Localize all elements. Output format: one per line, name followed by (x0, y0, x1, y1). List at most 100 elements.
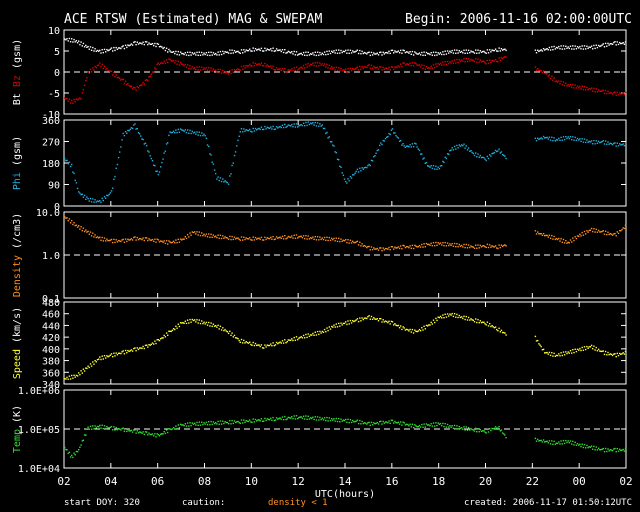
data-point (465, 426, 467, 428)
data-point (116, 429, 119, 431)
data-point (470, 50, 472, 52)
data-point (253, 421, 256, 423)
data-point (389, 69, 391, 71)
data-point (431, 323, 433, 325)
data-point (78, 191, 80, 193)
data-point (312, 332, 314, 335)
data-point (619, 143, 621, 145)
data-point (202, 322, 204, 325)
data-point (359, 317, 361, 319)
data-point (338, 49, 340, 51)
data-point (76, 42, 79, 44)
data-point (465, 315, 467, 318)
data-point (83, 230, 86, 233)
data-point (483, 245, 485, 247)
data-point (623, 353, 626, 355)
data-point (212, 163, 215, 165)
data-point (209, 70, 211, 72)
data-point (164, 336, 167, 338)
data-point (441, 165, 443, 167)
data-point (548, 440, 551, 442)
data-point (607, 351, 609, 354)
data-point (65, 98, 67, 100)
data-point (489, 49, 491, 51)
data-point (572, 83, 574, 86)
data-point (596, 231, 599, 233)
data-point (349, 319, 352, 322)
data-point (117, 352, 120, 354)
data-point (347, 67, 349, 70)
data-point (400, 139, 402, 142)
data-point (402, 326, 404, 328)
data-point (359, 241, 361, 243)
data-point (148, 151, 150, 153)
data-point (243, 65, 245, 67)
data-point (323, 417, 326, 419)
data-point (85, 367, 87, 369)
data-point (127, 238, 129, 240)
data-point (93, 363, 95, 365)
data-point (246, 238, 249, 240)
data-point (357, 171, 360, 173)
data-point (334, 240, 336, 242)
data-point (103, 237, 106, 239)
data-point (204, 68, 206, 70)
data-point (81, 92, 83, 94)
data-point (448, 52, 450, 54)
data-point (418, 424, 421, 427)
data-point (477, 244, 479, 246)
data-point (297, 69, 299, 71)
data-point (265, 419, 267, 422)
data-point (68, 161, 71, 163)
data-point (102, 67, 104, 70)
data-point (336, 420, 339, 423)
data-point (343, 69, 346, 71)
data-point (614, 41, 616, 43)
data-point (156, 238, 158, 240)
data-point (377, 320, 380, 322)
data-point (480, 321, 483, 324)
data-point (333, 324, 335, 326)
data-point (412, 54, 415, 56)
data-point (134, 347, 136, 349)
data-point (542, 48, 545, 50)
data-point (243, 419, 245, 421)
data-point (157, 434, 160, 436)
data-point (450, 51, 452, 54)
data-point (319, 51, 321, 54)
data-point (370, 51, 373, 54)
data-point (386, 421, 388, 423)
data-point (226, 72, 229, 74)
data-point (609, 353, 611, 355)
data-point (499, 331, 501, 333)
data-point (198, 131, 200, 133)
data-point (583, 86, 586, 88)
data-point (331, 66, 333, 68)
data-point (352, 67, 354, 70)
data-point (277, 127, 279, 129)
data-point (398, 52, 401, 54)
data-point (67, 40, 69, 42)
data-point (202, 134, 204, 137)
data-point (74, 179, 76, 182)
data-point (299, 336, 301, 339)
data-point (467, 58, 470, 60)
data-point (197, 54, 199, 56)
data-point (189, 318, 191, 321)
data-point (611, 144, 614, 146)
data-point (242, 68, 244, 70)
data-point (147, 43, 149, 46)
data-point (203, 321, 205, 323)
data-point (441, 244, 443, 246)
data-point (348, 242, 350, 244)
data-point (83, 434, 86, 436)
data-point (129, 44, 131, 46)
data-point (576, 348, 579, 350)
data-point (281, 235, 284, 237)
data-point (606, 143, 608, 145)
data-point (419, 426, 422, 428)
data-point (162, 158, 164, 160)
data-point (419, 153, 422, 155)
data-point (82, 368, 85, 370)
data-point (469, 52, 471, 54)
